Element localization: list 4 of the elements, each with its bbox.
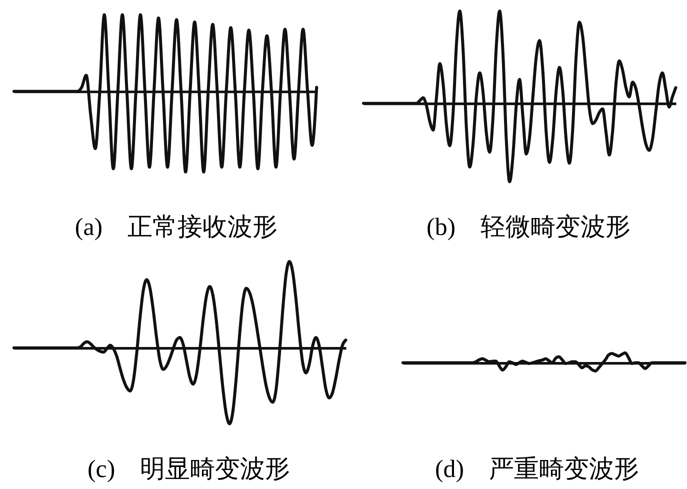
text: (c) 明显畸变波形 bbox=[88, 454, 290, 483]
text: (b) 轻微畸变波形 bbox=[426, 213, 631, 242]
text: (a) 正常接收波形 bbox=[74, 214, 278, 242]
text: (d) 严重畸变波形 bbox=[434, 454, 640, 483]
